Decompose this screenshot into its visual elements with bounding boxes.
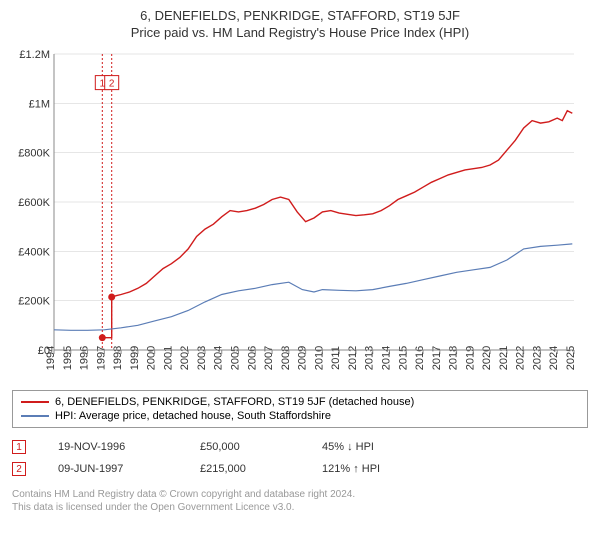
svg-text:2025: 2025: [565, 346, 577, 370]
event-date: 09-JUN-1997: [58, 463, 168, 475]
svg-text:£1.2M: £1.2M: [19, 49, 50, 61]
svg-text:2015: 2015: [397, 346, 409, 370]
svg-text:2023: 2023: [531, 346, 543, 370]
price-chart: £0£200K£400K£600K£800K£1M£1.2M1994199519…: [12, 46, 588, 386]
svg-text:2013: 2013: [364, 346, 376, 370]
svg-text:2: 2: [109, 79, 115, 90]
legend-swatch: [21, 401, 49, 403]
svg-text:£400K: £400K: [18, 246, 50, 258]
svg-text:2017: 2017: [431, 346, 443, 370]
event-row: 2 09-JUN-1997 £215,000 121% ↑ HPI: [12, 458, 588, 480]
legend-label: HPI: Average price, detached house, Sout…: [55, 410, 331, 422]
svg-text:2008: 2008: [280, 346, 292, 370]
svg-text:£1M: £1M: [29, 98, 50, 110]
event-marker: 2: [12, 462, 26, 476]
svg-text:1995: 1995: [62, 346, 74, 370]
svg-text:2021: 2021: [498, 346, 510, 370]
svg-text:2022: 2022: [515, 346, 527, 370]
svg-text:£600K: £600K: [18, 197, 50, 209]
svg-text:1996: 1996: [79, 346, 91, 370]
event-row: 1 19-NOV-1996 £50,000 45% ↓ HPI: [12, 436, 588, 458]
svg-text:1997: 1997: [95, 346, 107, 370]
svg-text:2016: 2016: [414, 346, 426, 370]
svg-text:2002: 2002: [179, 346, 191, 370]
svg-text:2018: 2018: [448, 346, 460, 370]
event-pct: 121% ↑ HPI: [322, 463, 432, 475]
legend-label: 6, DENEFIELDS, PENKRIDGE, STAFFORD, ST19…: [55, 396, 414, 408]
footer-line2: This data is licensed under the Open Gov…: [12, 501, 588, 514]
svg-text:2003: 2003: [196, 346, 208, 370]
event-price: £50,000: [200, 441, 290, 453]
event-marker: 1: [12, 440, 26, 454]
chart-title-line2: Price paid vs. HM Land Registry's House …: [12, 25, 588, 40]
svg-text:2004: 2004: [213, 346, 225, 370]
event-date: 19-NOV-1996: [58, 441, 168, 453]
svg-text:2010: 2010: [313, 346, 325, 370]
footer-attribution: Contains HM Land Registry data © Crown c…: [12, 488, 588, 514]
svg-text:£800K: £800K: [18, 148, 50, 160]
svg-text:2009: 2009: [297, 346, 309, 370]
svg-text:£200K: £200K: [18, 296, 50, 308]
svg-text:2007: 2007: [263, 346, 275, 370]
event-pct: 45% ↓ HPI: [322, 441, 432, 453]
legend: 6, DENEFIELDS, PENKRIDGE, STAFFORD, ST19…: [12, 390, 588, 428]
event-table: 1 19-NOV-1996 £50,000 45% ↓ HPI 2 09-JUN-1997…: [12, 436, 588, 480]
svg-text:2024: 2024: [548, 346, 560, 370]
svg-text:2006: 2006: [246, 346, 258, 370]
legend-item: HPI: Average price, detached house, Sout…: [21, 409, 579, 423]
svg-text:2000: 2000: [146, 346, 158, 370]
svg-text:2012: 2012: [347, 346, 359, 370]
chart-title-line1: 6, DENEFIELDS, PENKRIDGE, STAFFORD, ST19…: [12, 8, 588, 23]
event-price: £215,000: [200, 463, 290, 475]
svg-text:2020: 2020: [481, 346, 493, 370]
svg-text:2005: 2005: [230, 346, 242, 370]
svg-text:2019: 2019: [464, 346, 476, 370]
svg-text:1994: 1994: [45, 346, 57, 370]
svg-text:2014: 2014: [380, 346, 392, 370]
footer-line1: Contains HM Land Registry data © Crown c…: [12, 488, 588, 501]
svg-text:1998: 1998: [112, 346, 124, 370]
svg-text:1999: 1999: [129, 346, 141, 370]
legend-item: 6, DENEFIELDS, PENKRIDGE, STAFFORD, ST19…: [21, 395, 579, 409]
svg-text:2001: 2001: [162, 346, 174, 370]
legend-swatch: [21, 415, 49, 417]
chart-svg: £0£200K£400K£600K£800K£1M£1.2M1994199519…: [12, 46, 588, 386]
